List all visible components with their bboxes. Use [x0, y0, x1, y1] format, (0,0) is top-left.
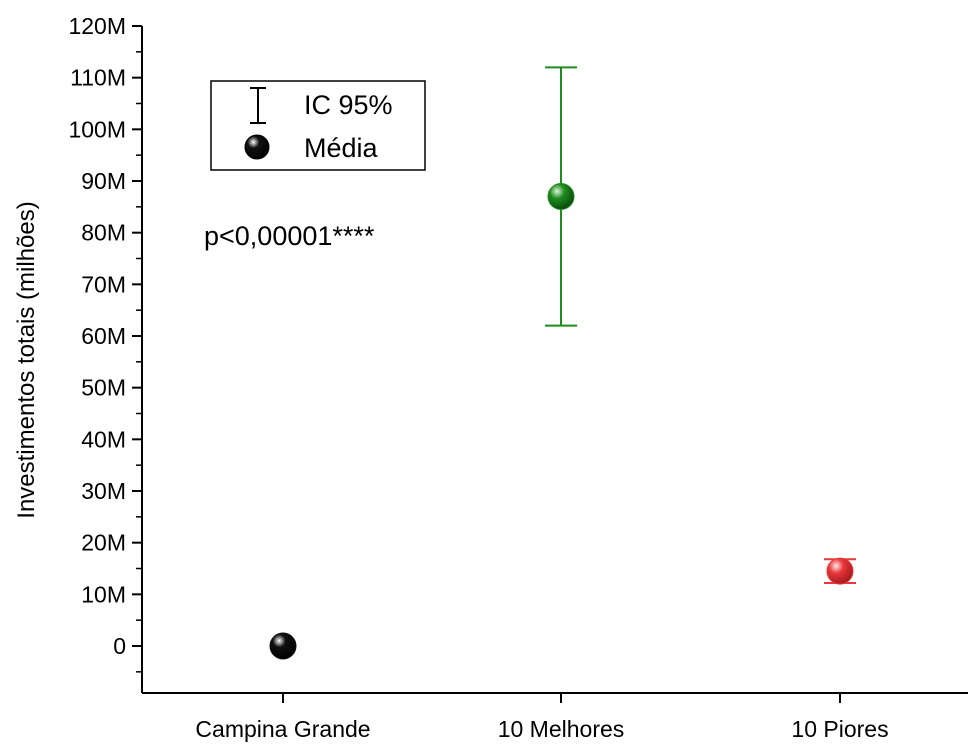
- legend-label-mean: Média: [304, 133, 379, 163]
- legend-sphere-icon: [244, 134, 270, 160]
- x-category-label: 10 Piores: [791, 716, 888, 742]
- mean-point: [547, 183, 575, 210]
- y-axis-title: Investimentos totais (milhões): [13, 201, 40, 518]
- y-tick-label: 100M: [68, 116, 126, 142]
- legend-box: [210, 80, 426, 171]
- mean-point: [269, 632, 297, 660]
- y-tick-label: 40M: [81, 426, 126, 452]
- x-category-label: 10 Melhores: [498, 716, 625, 742]
- y-tick-label: 30M: [81, 478, 126, 504]
- y-tick-label: 10M: [81, 581, 126, 607]
- y-tick-label: 80M: [81, 220, 126, 246]
- y-tick-label: 90M: [81, 168, 126, 194]
- x-axis-ticks: Campina Grande 10 Melhores 10 Piores: [195, 693, 889, 742]
- y-tick-label: 50M: [81, 375, 126, 401]
- legend: IC 95% Média: [210, 80, 426, 171]
- legend-label-ci: IC 95%: [304, 90, 393, 120]
- x-category-label: Campina Grande: [195, 716, 370, 742]
- y-tick-label: 0: [113, 633, 126, 659]
- legend-errorbar-icon: [250, 87, 266, 124]
- y-tick-label: 20M: [81, 530, 126, 556]
- mean-markers: [269, 183, 854, 660]
- y-tick-label: 70M: [81, 271, 126, 297]
- y-axis-ticks: 0 10M 20M 30M 40M 50M 60M 70M 80M 90M 100M 110M 120M: [68, 13, 142, 673]
- y-tick-label: 120M: [68, 13, 126, 39]
- y-tick-label: 60M: [81, 323, 126, 349]
- y-tick-label: 110M: [70, 65, 126, 91]
- mean-point: [826, 557, 854, 585]
- p-value-annotation: p<0,00001****: [204, 221, 375, 251]
- error-bars: [545, 66, 856, 584]
